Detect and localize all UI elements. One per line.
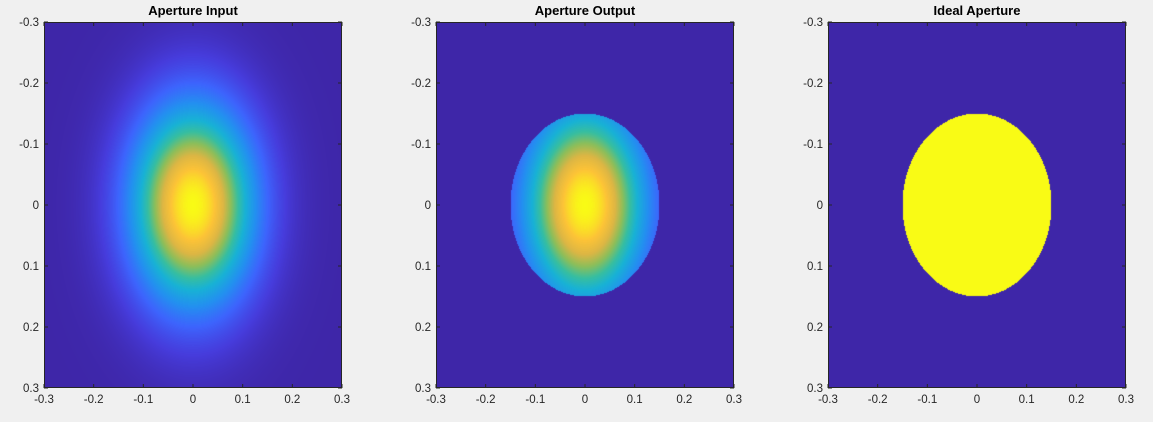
y-tick-label: 0.2 [807,322,823,334]
x-tick-label: -0.3 [818,394,838,406]
x-tick-label: -0.3 [426,394,446,406]
subplot-2: Aperture Output-0.3 -0.2 -0.1 0 0.1 0.2 0.3-0.… [411,3,742,406]
x-tick-label: 0.1 [1019,394,1035,406]
y-tick-label: -0.2 [803,78,823,90]
y-tick-label: -0.3 [19,17,39,29]
heatmap-image [436,22,734,388]
x-tick-label: 0.3 [726,394,742,406]
x-tick-label: -0.2 [868,394,888,406]
x-tick-label: 0 [974,394,980,406]
heatmap-image [44,22,342,388]
x-tick-label: -0.3 [34,394,54,406]
y-tick-label: 0.1 [807,261,823,273]
y-tick-label: -0.1 [19,139,39,151]
chart-title: Aperture Input [148,3,238,18]
x-tick-label: -0.1 [525,394,545,406]
x-tick-label: -0.1 [917,394,937,406]
y-tick-label: 0 [33,200,39,212]
x-tick-label: 0 [190,394,196,406]
x-tick-label: 0.2 [1068,394,1084,406]
heatmap-image [828,22,1126,388]
x-tick-label: 0 [582,394,588,406]
x-tick-label: 0.2 [676,394,692,406]
y-tick-label: 0 [817,200,823,212]
x-tick-label: 0.3 [1118,394,1134,406]
y-tick-label: -0.2 [411,78,431,90]
x-tick-label: 0.3 [334,394,350,406]
x-tick-label: -0.2 [476,394,496,406]
y-tick-label: 0.1 [415,261,431,273]
y-tick-label: -0.2 [19,78,39,90]
y-tick-label: 0.2 [415,322,431,334]
chart-title: Aperture Output [535,3,636,18]
y-tick-label: 0.3 [23,383,39,395]
y-tick-label: -0.1 [411,139,431,151]
x-tick-label: -0.2 [84,394,104,406]
y-tick-label: -0.1 [803,139,823,151]
x-tick-label: 0.1 [627,394,643,406]
y-tick-label: 0.2 [23,322,39,334]
y-tick-label: 0 [425,200,431,212]
y-tick-label: 0.3 [415,383,431,395]
y-tick-label: 0.1 [23,261,39,273]
y-tick-label: -0.3 [803,17,823,29]
y-tick-label: 0.3 [807,383,823,395]
y-tick-label: -0.3 [411,17,431,29]
x-tick-label: 0.2 [284,394,300,406]
subplot-3: Ideal Aperture-0.3 -0.2 -0.1 0 0.1 0.2 0.3-0.3… [803,3,1134,406]
x-tick-label: -0.1 [133,394,153,406]
x-tick-label: 0.1 [235,394,251,406]
chart-title: Ideal Aperture [934,3,1021,18]
subplot-1: Aperture Input-0.3 -0.2 -0.1 0 0.1 0.2 0.3-0.3… [19,3,350,406]
